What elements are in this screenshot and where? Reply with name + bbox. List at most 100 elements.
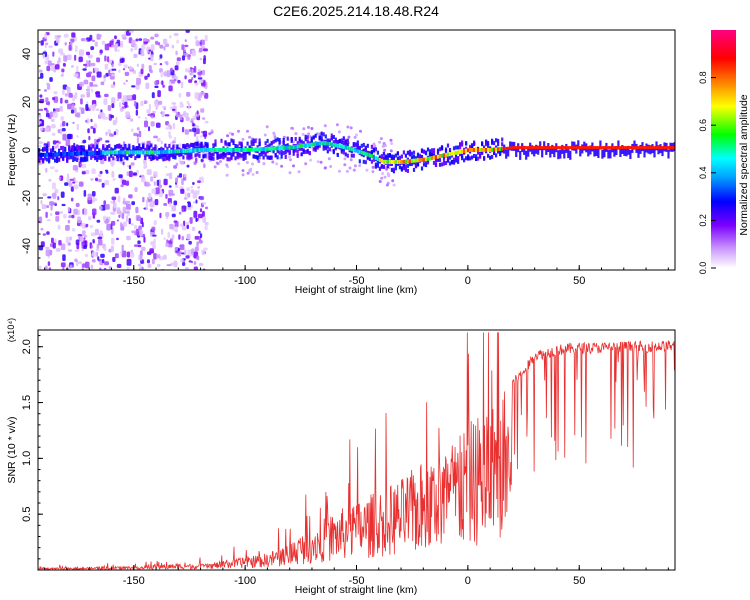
spectrogram-cell [111, 44, 116, 48]
spectrogram-cell [98, 148, 101, 153]
spectrogram-cell [67, 219, 71, 224]
spectrogram-cell [265, 125, 269, 129]
spectrogram-cell [122, 221, 128, 227]
spectrogram-cell [448, 155, 452, 160]
spectrogram-cell [146, 144, 149, 149]
spectrogram-cell [171, 102, 177, 105]
spectrogram-cell [106, 223, 112, 231]
spectrogram-cell [257, 160, 261, 163]
spectrogram-cell [111, 103, 115, 109]
spectrogram-cell [151, 115, 154, 119]
spectrogram-cell [91, 251, 97, 257]
spectrogram-cell [649, 146, 652, 150]
spectrogram-cell [148, 150, 151, 155]
spectrogram-cell [176, 144, 179, 149]
spectrogram-cell [292, 145, 295, 150]
spectrogram-cell [557, 146, 560, 150]
spectrogram-cell [56, 152, 59, 157]
spectrogram-cell [66, 176, 70, 182]
spectrogram-cell [322, 140, 325, 145]
x-tick-label: -150 [123, 275, 145, 287]
spectrogram-cell [143, 38, 148, 45]
spectrogram-cell [136, 150, 139, 155]
spectrogram-cell [356, 149, 359, 154]
spectrogram-cell [146, 150, 149, 155]
spectrogram-cell [176, 39, 179, 44]
spectrogram-cell [118, 69, 121, 73]
spectrogram-cell [432, 148, 436, 153]
spectrogram-cell [487, 153, 490, 158]
spectrogram-cell [248, 151, 251, 156]
spectrogram-cell [525, 150, 528, 160]
spectrogram-cell [404, 159, 407, 164]
spectrogram-cell [174, 152, 177, 157]
spectrogram-cell [132, 94, 137, 101]
spectrogram-cell [116, 219, 119, 222]
spectrogram-cell [523, 145, 526, 155]
spectrogram-cell [410, 155, 413, 160]
spectrogram-cell [252, 142, 255, 146]
spectrogram-cell [130, 252, 135, 258]
spectrogram-cell [42, 193, 47, 197]
spectrogram-cell [141, 222, 144, 228]
spectrogram-cell [495, 138, 498, 143]
spectrogram-cell [157, 263, 161, 268]
spectrogram-cell [186, 100, 190, 104]
spectrogram-cell [473, 148, 476, 152]
spectrogram-cell [275, 162, 279, 166]
spectrogram-cell [60, 74, 64, 77]
spectrogram-cell [201, 249, 206, 256]
spectrogram-cell [183, 197, 188, 200]
spectrogram-cell [400, 154, 403, 159]
spectrogram-cell [589, 145, 592, 155]
spectrogram-cell [175, 50, 178, 56]
spectrogram-cell [92, 154, 95, 159]
spectrogram-cell [90, 146, 93, 151]
spectrogram-cell [111, 237, 115, 245]
spectrogram-cell [38, 141, 43, 145]
spectrogram-cell [280, 164, 284, 168]
spectrogram-cell [384, 160, 387, 164]
spectrogram-cell [49, 212, 53, 217]
spectrogram-cell [418, 153, 422, 158]
spectrogram-cell [378, 166, 381, 171]
spectrogram-cell [82, 68, 87, 71]
spectrogram-cell [44, 33, 47, 39]
spectrogram-cell [450, 151, 454, 156]
y-tick-label: -20 [21, 190, 33, 206]
spectrogram-cell [178, 173, 183, 178]
spectrogram-cell [160, 228, 164, 235]
spectrogram-cell [108, 265, 112, 270]
spectrogram-cell [103, 246, 107, 252]
spectrogram-cell [671, 146, 674, 150]
spectrogram-cell [314, 145, 317, 150]
spectrogram-cell [489, 155, 492, 160]
spectrogram-cell [90, 126, 94, 130]
spectrogram-cell [298, 138, 301, 143]
spectrogram-cell [158, 148, 161, 152]
spectrogram-cell [412, 167, 416, 172]
spectrogram-cell [330, 142, 333, 147]
spectrogram-cell [140, 100, 144, 107]
snr-y-ticks: 0.51.01.52.0 [21, 335, 43, 571]
spectrogram-cell [126, 150, 129, 155]
spectrogram-cell [593, 146, 596, 150]
spectrogram-cell [165, 173, 170, 177]
spectrogram-cell [156, 150, 159, 155]
spectrogram-cell [288, 171, 292, 175]
spectrogram-cell [44, 152, 47, 157]
spectrogram-cell [94, 138, 97, 146]
spectrogram-cell [102, 155, 105, 159]
spectrogram-cell [76, 151, 79, 156]
spectrogram-cell [366, 154, 369, 159]
spectrogram-cell [501, 142, 504, 147]
spectrogram-cell [70, 197, 74, 202]
spectrogram-cell [198, 71, 202, 76]
spectrogram-cell [246, 147, 249, 152]
spectrogram-cell [390, 160, 393, 164]
spectrogram-cell [625, 146, 628, 150]
spectrogram-cell [463, 158, 466, 163]
spectrogram-cell [138, 130, 142, 138]
spectrogram-cell [52, 148, 55, 153]
spectrogram-cell [108, 150, 111, 155]
